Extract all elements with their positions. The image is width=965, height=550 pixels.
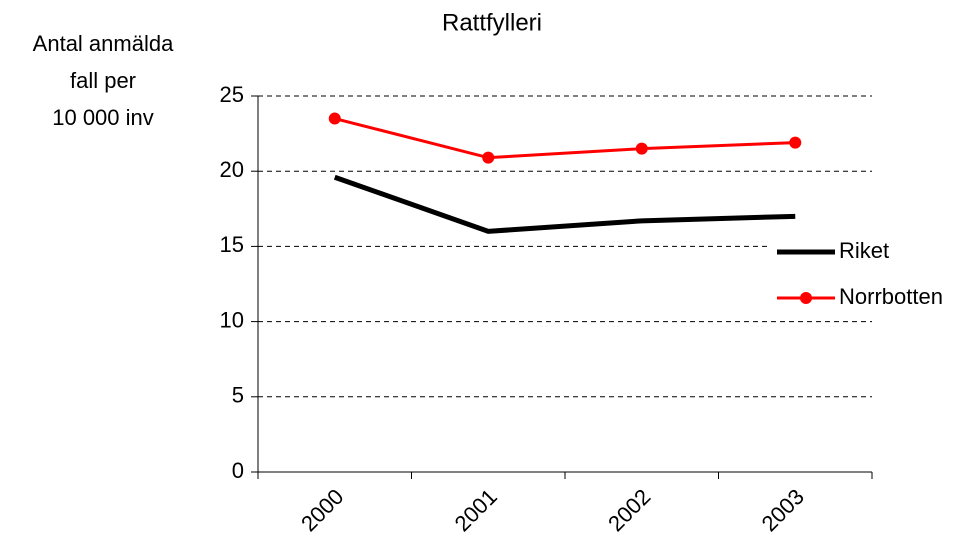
- point: [328, 112, 341, 125]
- y-tick-label: 15: [220, 232, 244, 257]
- chart-title: Rattfylleri: [442, 9, 542, 36]
- series-line: [333, 174, 796, 234]
- legend-marker: [800, 292, 812, 304]
- point: [635, 142, 648, 155]
- y-tick-label: 0: [232, 458, 244, 483]
- y-axis-label: fall per: [70, 68, 136, 93]
- y-tick-label: 5: [232, 383, 244, 408]
- legend-label: Norrbotten: [839, 284, 943, 309]
- legend-box: [768, 230, 965, 320]
- y-tick-label: 20: [220, 157, 244, 182]
- y-axis-label: Antal anmälda: [33, 31, 174, 56]
- x-tick-label: 2003: [757, 484, 809, 536]
- y-tick-label: 10: [220, 307, 244, 332]
- legend-label: Riket: [839, 238, 889, 263]
- y-tick-label: 25: [220, 82, 244, 107]
- x-tick-label: 2000: [296, 484, 348, 536]
- x-tick-label: 2001: [450, 484, 502, 536]
- y-axis-label: 10 000 inv: [52, 105, 154, 130]
- x-tick-label: 2002: [603, 484, 655, 536]
- point: [789, 136, 802, 149]
- series-line: [334, 117, 796, 160]
- point: [482, 151, 495, 164]
